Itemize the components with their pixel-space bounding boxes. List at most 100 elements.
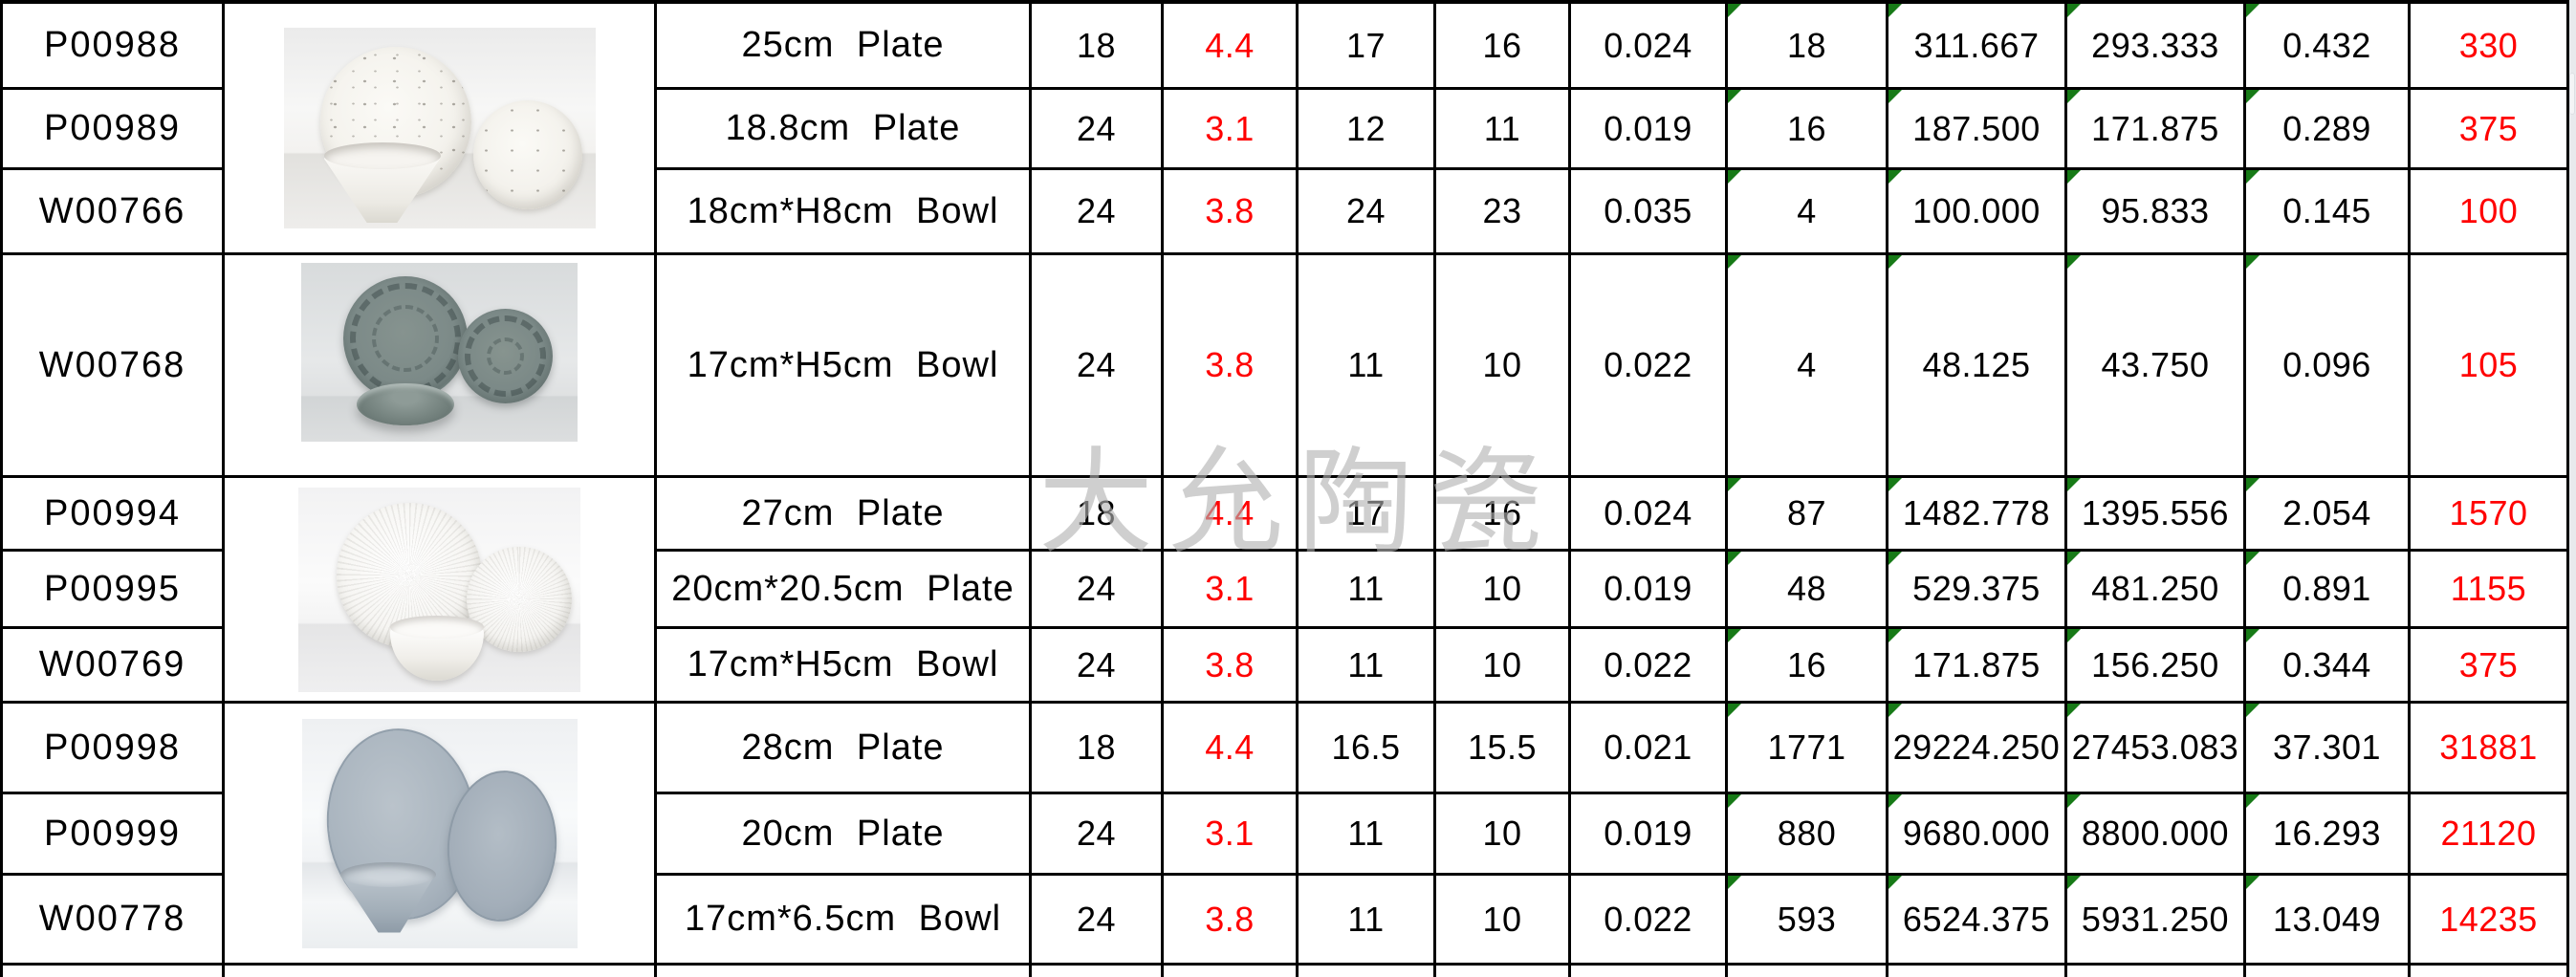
cell-product-code[interactable]: W00768 <box>3 255 222 475</box>
cell-value[interactable]: 17 <box>1299 478 1433 549</box>
cell-value-flagged[interactable]: 1395.556 <box>2067 478 2243 549</box>
cell-value-flagged[interactable]: 880 <box>1728 794 1886 873</box>
cell-value-flagged[interactable]: 29224.250 <box>1888 704 2064 792</box>
cell-value-red[interactable]: 3.1 <box>1164 794 1296 873</box>
cell-product-code[interactable]: W00766 <box>3 170 222 252</box>
product-photo-grey-blue-set[interactable] <box>225 704 654 963</box>
cell-value[interactable]: 10 <box>1436 629 1568 701</box>
cell-product-code[interactable]: P00989 <box>3 90 222 167</box>
cell-total-red[interactable]: 375 <box>2411 90 2566 167</box>
cell-total-red[interactable]: 375 <box>2411 629 2566 701</box>
cell-product-code[interactable]: P00994 <box>3 478 222 549</box>
cell-value-red[interactable]: 4.4 <box>1164 478 1296 549</box>
cell-value-red[interactable]: 3.8 <box>1164 255 1296 475</box>
cell-value[interactable]: 18 <box>1032 704 1161 792</box>
cell-value[interactable]: 0.019 <box>1571 552 1725 626</box>
cell-product-code[interactable]: P00988 <box>3 4 222 87</box>
cell-value[interactable]: 24 <box>1032 90 1161 167</box>
scrollbar-thumb[interactable] <box>2569 73 2575 115</box>
cell-value-flagged[interactable]: 529.375 <box>1888 552 2064 626</box>
cell-value-red[interactable]: 3.8 <box>1164 629 1296 701</box>
cell-value-flagged[interactable]: 8800.000 <box>2067 794 2243 873</box>
cell-total-red[interactable]: 1570 <box>2411 478 2566 549</box>
cell-value[interactable]: 11 <box>1299 255 1433 475</box>
scrollbar-track[interactable] <box>2569 0 2576 977</box>
cell-product-code[interactable]: W00778 <box>3 876 222 963</box>
cell-value-flagged[interactable]: 16 <box>1728 629 1886 701</box>
cell-description[interactable]: 20cm Plate <box>657 794 1029 873</box>
cell-product-code[interactable]: P00995 <box>3 552 222 626</box>
cell-total-red[interactable]: 14235 <box>2411 876 2566 963</box>
cell-description[interactable]: 17cm*H5cm Bowl <box>657 629 1029 701</box>
cell-value-flagged[interactable]: 6524.375 <box>1888 876 2064 963</box>
product-photo-white-speckled-set[interactable] <box>225 4 654 252</box>
cell-value-red[interactable]: 3.1 <box>1164 90 1296 167</box>
cell-value[interactable]: 11 <box>1299 876 1433 963</box>
cell-value[interactable]: 0.019 <box>1571 794 1725 873</box>
cell-value-flagged[interactable]: 27453.083 <box>2067 704 2243 792</box>
cell-value-flagged[interactable]: 0.891 <box>2246 552 2408 626</box>
product-photo-white-ribbed-set[interactable] <box>225 478 654 701</box>
cell-value-flagged[interactable]: 48 <box>1728 552 1886 626</box>
cell-value[interactable]: 23 <box>1436 170 1568 252</box>
cell-value-flagged[interactable]: 100.000 <box>1888 170 2064 252</box>
cell-value[interactable]: 10 <box>1436 876 1568 963</box>
cell-description[interactable]: 18cm*H8cm Bowl <box>657 170 1029 252</box>
cell-value-flagged[interactable]: 87 <box>1728 478 1886 549</box>
cell-value-flagged[interactable]: 311.667 <box>1888 4 2064 87</box>
cell-total-red[interactable]: 31881 <box>2411 704 2566 792</box>
cell-value-red[interactable]: 4.4 <box>1164 4 1296 87</box>
cell-description[interactable]: 17cm*H5cm Bowl <box>657 255 1029 475</box>
cell-value-flagged[interactable]: 5931.250 <box>2067 876 2243 963</box>
cell-description[interactable]: 25cm Plate <box>657 4 1029 87</box>
cell-value-flagged[interactable]: 171.875 <box>1888 629 2064 701</box>
cell-value[interactable]: 24 <box>1032 876 1161 963</box>
cell-value[interactable]: 24 <box>1299 170 1433 252</box>
cell-value-flagged[interactable]: 0.289 <box>2246 90 2408 167</box>
cell-value-flagged[interactable]: 48.125 <box>1888 255 2064 475</box>
cell-value[interactable]: 11 <box>1299 629 1433 701</box>
cell-total-red[interactable]: 100 <box>2411 170 2566 252</box>
cell-description[interactable]: 20cm*20.5cm Plate <box>657 552 1029 626</box>
cell-value-flagged[interactable]: 43.750 <box>2067 255 2243 475</box>
cell-value[interactable]: 11 <box>1299 794 1433 873</box>
cell-value[interactable]: 15.5 <box>1436 704 1568 792</box>
cell-value-flagged[interactable]: 13.049 <box>2246 876 2408 963</box>
cell-value[interactable]: 24 <box>1032 794 1161 873</box>
cell-value-flagged[interactable]: 0.096 <box>2246 255 2408 475</box>
cell-description[interactable]: 27cm Plate <box>657 478 1029 549</box>
cell-value[interactable]: 11 <box>1299 552 1433 626</box>
cell-value[interactable]: 10 <box>1436 255 1568 475</box>
cell-value[interactable]: 18 <box>1032 4 1161 87</box>
cell-value-flagged[interactable]: 18 <box>1728 4 1886 87</box>
cell-description[interactable]: 18.8cm Plate <box>657 90 1029 167</box>
cell-value-flagged[interactable]: 187.500 <box>1888 90 2064 167</box>
cell-value[interactable]: 0.019 <box>1571 90 1725 167</box>
cell-value[interactable]: 24 <box>1032 170 1161 252</box>
cell-value-flagged[interactable]: 0.344 <box>2246 629 2408 701</box>
cell-value[interactable]: 18 <box>1032 478 1161 549</box>
cell-value-flagged[interactable]: 171.875 <box>2067 90 2243 167</box>
cell-product-code[interactable]: P00999 <box>3 794 222 873</box>
cell-value[interactable]: 16 <box>1436 478 1568 549</box>
cell-total-red[interactable]: 105 <box>2411 255 2566 475</box>
cell-value[interactable]: 0.024 <box>1571 478 1725 549</box>
cell-value-flagged[interactable]: 1482.778 <box>1888 478 2064 549</box>
cell-value-flagged[interactable]: 293.333 <box>2067 4 2243 87</box>
product-photo-blue-textured-set[interactable] <box>225 255 654 475</box>
cell-total-red[interactable]: 1155 <box>2411 552 2566 626</box>
cell-description[interactable]: 28cm Plate <box>657 704 1029 792</box>
cell-value[interactable]: 24 <box>1032 255 1161 475</box>
cell-value[interactable]: 0.021 <box>1571 704 1725 792</box>
cell-value[interactable]: 11 <box>1436 90 1568 167</box>
cell-value[interactable]: 24 <box>1032 629 1161 701</box>
cell-value-red[interactable]: 3.8 <box>1164 170 1296 252</box>
cell-value[interactable]: 24 <box>1032 552 1161 626</box>
cell-total-red[interactable]: 330 <box>2411 4 2566 87</box>
cell-value-flagged[interactable]: 37.301 <box>2246 704 2408 792</box>
cell-value-flagged[interactable]: 16.293 <box>2246 794 2408 873</box>
cell-value-flagged[interactable]: 593 <box>1728 876 1886 963</box>
cell-value[interactable]: 10 <box>1436 794 1568 873</box>
cell-value[interactable]: 17 <box>1299 4 1433 87</box>
cell-value[interactable]: 0.035 <box>1571 170 1725 252</box>
